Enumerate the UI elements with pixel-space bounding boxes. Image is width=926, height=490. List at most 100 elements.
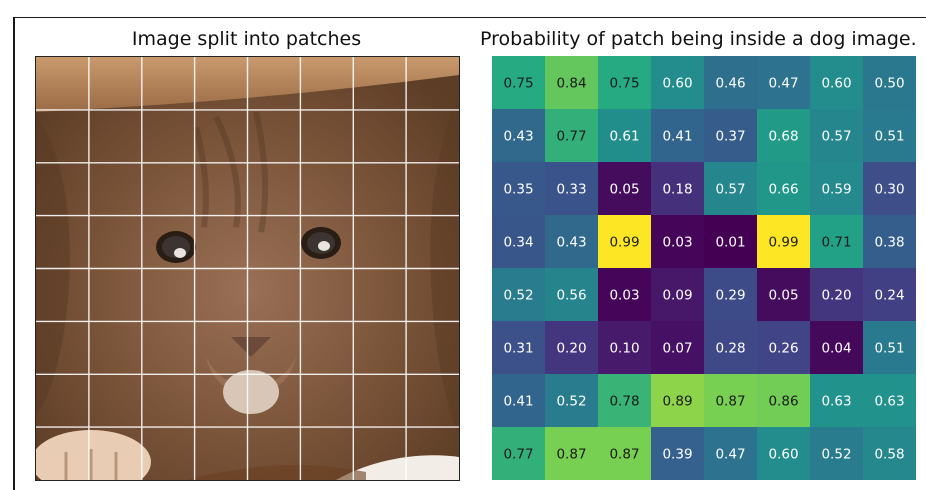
heatmap-label-r1-c6: 0.57: [821, 129, 851, 145]
heatmap-label-r3-c2: 0.99: [609, 235, 639, 251]
heatmap-cell-r7-c3: [651, 427, 705, 480]
heatmap-cell-r2-c7: [863, 162, 916, 216]
heatmap-cell-r0-c4: [704, 56, 758, 110]
heatmap-label-r6-c5: 0.86: [768, 394, 798, 410]
heatmap-label-r1-c2: 0.61: [609, 129, 639, 145]
heatmap-label-r1-c3: 0.41: [662, 129, 692, 145]
heatmap-cell-r3-c6: [810, 215, 864, 269]
heatmap-label-r7-c6: 0.52: [821, 447, 851, 463]
heatmap-label-r5-c2: 0.10: [609, 341, 639, 357]
chin-white: [223, 370, 279, 414]
heatmap-cell-r0-c5: [757, 56, 811, 110]
heatmap-cell-r3-c5: [757, 215, 811, 269]
heatmap-cell-r6-c3: [651, 374, 705, 428]
heatmap-cell-r3-c4: [704, 215, 758, 269]
heatmap-label-r5-c6: 0.04: [821, 341, 851, 357]
heatmap-label-r0-c2: 0.75: [609, 76, 639, 92]
heatmap-cell-r0-c3: [651, 56, 705, 110]
heatmap-label-r3-c6: 0.71: [821, 235, 851, 251]
heatmap-cell-r0-c7: [863, 56, 916, 110]
heatmap-label-r4-c1: 0.56: [556, 288, 586, 304]
heatmap-label-r3-c3: 0.03: [662, 235, 692, 251]
heatmap-cell-r0-c1: [545, 56, 599, 110]
heatmap-label-r4-c0: 0.52: [503, 288, 533, 304]
heatmap-cell-r5-c0: [492, 321, 546, 375]
heatmap-label-r6-c0: 0.41: [503, 394, 533, 410]
heatmap-label-r6-c3: 0.89: [662, 394, 692, 410]
heatmap-cell-r5-c2: [598, 321, 652, 375]
heatmap-label-r2-c1: 0.33: [556, 182, 586, 198]
heatmap-label-r5-c0: 0.31: [503, 341, 533, 357]
heatmap-cell-r5-c3: [651, 321, 705, 375]
heatmap-cell-r1-c5: [757, 109, 811, 163]
heatmap-cell-r3-c0: [492, 215, 546, 269]
heatmap-label-r3-c0: 0.34: [503, 235, 533, 251]
heatmap-label-r2-c6: 0.59: [821, 182, 851, 198]
heatmap-cell-r2-c2: [598, 162, 652, 216]
heatmap-cell-r7-c4: [704, 427, 758, 480]
heatmap-cell-r7-c6: [810, 427, 864, 480]
heatmap-cell-r6-c4: [704, 374, 758, 428]
heatmap-label-r7-c1: 0.87: [556, 447, 586, 463]
heatmap-label-r1-c4: 0.37: [715, 129, 745, 145]
heatmap-label-r1-c1: 0.77: [556, 129, 586, 145]
heatmap-cell-r1-c6: [810, 109, 864, 163]
heatmap-label-r6-c6: 0.63: [821, 394, 851, 410]
heatmap-label-r2-c4: 0.57: [715, 182, 745, 198]
heatmap-cell-r5-c6: [810, 321, 864, 375]
heatmap-cell-r6-c2: [598, 374, 652, 428]
heatmap-cell-r4-c7: [863, 268, 916, 322]
heatmap-cell-r2-c6: [810, 162, 864, 216]
right-eye-highlight: [318, 241, 330, 251]
heatmap-label-r7-c4: 0.47: [715, 447, 745, 463]
heatmap-cell-r4-c6: [810, 268, 864, 322]
heatmap-cell-r0-c2: [598, 56, 652, 110]
heatmap-label-r2-c0: 0.35: [503, 182, 533, 198]
heatmap-label-r2-c3: 0.18: [662, 182, 692, 198]
heatmap-cell-r4-c3: [651, 268, 705, 322]
heatmap-label-r3-c1: 0.43: [556, 235, 586, 251]
heatmap-cell-r7-c5: [757, 427, 811, 480]
heatmap-label-r4-c6: 0.20: [821, 288, 851, 304]
heatmap-label-r1-c0: 0.43: [503, 129, 533, 145]
heatmap-cell-r4-c2: [598, 268, 652, 322]
heatmap-label-r0-c6: 0.60: [821, 76, 851, 92]
bottom-light-edge: [336, 455, 459, 480]
nose: [231, 337, 271, 357]
heatmap-label-r0-c4: 0.46: [715, 76, 745, 92]
heatmap-label-r5-c3: 0.07: [662, 341, 692, 357]
patch-grid: [36, 57, 459, 480]
heatmap-label-r0-c1: 0.84: [556, 76, 586, 92]
heatmap-label-r0-c0: 0.75: [503, 76, 533, 92]
heatmap-cell-r1-c7: [863, 109, 916, 163]
kitten-image-panel: [35, 56, 460, 481]
heatmap-cell-r7-c7: [863, 427, 916, 480]
heatmap-label-r7-c2: 0.87: [609, 447, 639, 463]
heatmap-cell-r0-c0: [492, 56, 546, 110]
heatmap-label-r3-c4: 0.01: [715, 235, 745, 251]
heatmap-label-r1-c5: 0.68: [768, 129, 798, 145]
heatmap-cell-r2-c3: [651, 162, 705, 216]
heatmap-cell-r3-c2: [598, 215, 652, 269]
heatmap-label-r1-c7: 0.51: [874, 129, 904, 145]
heatmap-label-r0-c3: 0.60: [662, 76, 692, 92]
heatmap-label-r5-c1: 0.20: [556, 341, 586, 357]
heatmap-label-r5-c4: 0.28: [715, 341, 745, 357]
image-panel-title: Image split into patches: [131, 28, 362, 50]
heatmap-label-r4-c7: 0.24: [874, 288, 904, 304]
bottom-wood: [186, 465, 366, 480]
heatmap-cell-r7-c0: [492, 427, 546, 480]
figure-frame-top: [13, 17, 926, 18]
heatmap-cell-r5-c5: [757, 321, 811, 375]
paw-toes: [64, 449, 118, 480]
heatmap-cell-r1-c0: [492, 109, 546, 163]
heatmap-cell-r2-c0: [492, 162, 546, 216]
probability-heatmap: 0.75 0.84 0.75 0.60 0.46 0.47 0.60 0.50 0.43 0.77…: [492, 56, 916, 480]
heatmap-cell-r1-c3: [651, 109, 705, 163]
heatmap-cell-r4-c0: [492, 268, 546, 322]
heatmap-cell-r6-c7: [863, 374, 916, 428]
heatmap-cell-r1-c2: [598, 109, 652, 163]
heatmap-label-r2-c2: 0.05: [609, 182, 639, 198]
forehead-stripes: [193, 111, 269, 233]
heatmap-label-r0-c7: 0.50: [874, 76, 904, 92]
